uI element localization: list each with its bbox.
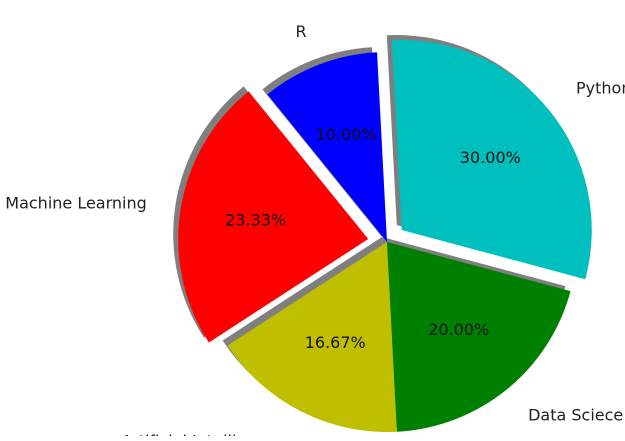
percent-label-python: 30.00% bbox=[460, 148, 521, 167]
percent-label-data-sciece: 20.00% bbox=[428, 320, 489, 339]
percent-label-machine-learning: 23.33% bbox=[225, 211, 286, 230]
category-label-python: Python bbox=[576, 78, 625, 97]
percent-label-artificial-intelligence: 16.67% bbox=[305, 333, 366, 352]
slice-data-sciece bbox=[387, 242, 571, 432]
category-label-machine-learning: Machine Learning bbox=[5, 193, 147, 212]
percent-label-r: 10.00% bbox=[316, 125, 377, 144]
category-label-data-sciece: Data Sciece bbox=[528, 406, 623, 425]
slice-layer bbox=[178, 40, 592, 433]
slice-artificial-intelligence bbox=[227, 242, 397, 433]
slice-machine-learning bbox=[178, 91, 369, 343]
slice-python bbox=[391, 40, 592, 280]
category-label-r: R bbox=[296, 22, 307, 41]
category-label-artificial-intelligence: Artificial Intelligence bbox=[121, 431, 285, 436]
slice-r bbox=[267, 52, 387, 242]
